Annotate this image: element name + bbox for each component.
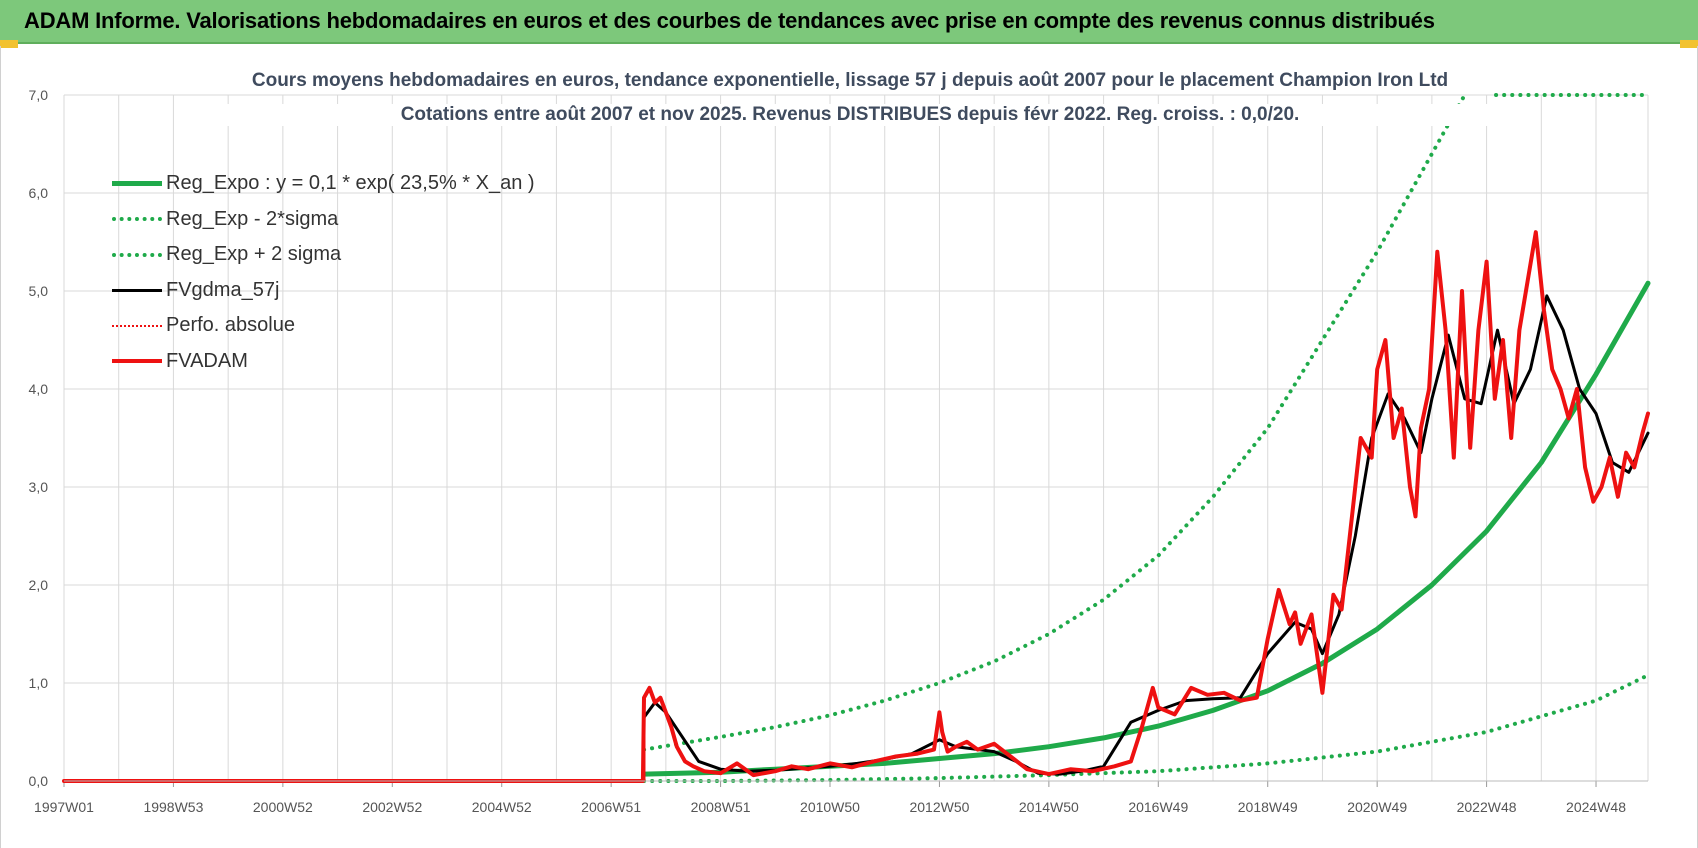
legend-item-reg-exp-minus[interactable]: Reg_Exp - 2*sigma — [112, 202, 535, 238]
legend-swatch-reg-exp-plus — [112, 252, 162, 257]
x-tick-label: 2018W49 — [1238, 799, 1298, 815]
corner-marker-left — [0, 40, 18, 48]
x-tick-label: 2004W52 — [472, 799, 532, 815]
report-header: ADAM Informe. Valorisations hebdomadaire… — [0, 0, 1698, 44]
x-tick-label: 1997W01 — [34, 799, 94, 815]
chart-title-line1: Cours moyens hebdomadaires en euros, ten… — [200, 70, 1500, 92]
y-tick-label: 3,0 — [29, 479, 49, 495]
legend-swatch-perfo — [112, 324, 162, 327]
legend-swatch-reg-exp-minus — [112, 217, 162, 222]
legend-swatch-reg-expo — [112, 181, 162, 187]
x-tick-label: 2012W50 — [909, 799, 969, 815]
legend-item-reg-expo[interactable]: Reg_Expo : y = 0,1 * exp( 23,5% * X_an ) — [112, 166, 535, 202]
x-tick-label: 2022W48 — [1457, 799, 1517, 815]
legend-label-reg-exp-minus: Reg_Exp - 2*sigma — [166, 207, 339, 230]
series-reg-expo — [641, 280, 1651, 777]
y-tick-label: 0,0 — [29, 773, 49, 789]
series-reg-exp-minus — [642, 673, 1650, 783]
y-tick-label: 6,0 — [29, 185, 49, 201]
x-tick-label: 2024W48 — [1566, 799, 1626, 815]
y-tick-label: 7,0 — [29, 87, 49, 103]
legend-item-reg-exp-plus[interactable]: Reg_Exp + 2 sigma — [112, 237, 535, 273]
y-axis-ticks: 0,0 1,0 2,0 3,0 4,0 5,0 6,0 7,0 — [29, 87, 49, 789]
legend-item-fvgdma[interactable]: FVgdma_57j — [112, 273, 535, 309]
legend-swatch-fvadam — [112, 359, 162, 364]
legend-label-fvgdma: FVgdma_57j — [166, 278, 280, 301]
legend-label-reg-exp-plus: Reg_Exp + 2 sigma — [166, 243, 342, 266]
chart-title-line2: Cotations entre août 2007 et nov 2025. R… — [200, 104, 1500, 126]
y-tick-label: 2,0 — [29, 577, 49, 593]
x-tick-label: 2002W52 — [362, 799, 422, 815]
x-tick-label: 2006W51 — [581, 799, 641, 815]
legend-label-reg-expo: Reg_Expo : y = 0,1 * exp( 23,5% * X_an ) — [166, 172, 535, 195]
x-tick-label: 2016W49 — [1128, 799, 1188, 815]
report-title: ADAM Informe. Valorisations hebdomadaire… — [24, 8, 1435, 33]
corner-marker-right — [1680, 40, 1698, 48]
y-tick-label: 1,0 — [29, 675, 49, 691]
legend-label-fvadam: FVADAM — [166, 349, 248, 372]
x-tick-label: 2010W50 — [800, 799, 860, 815]
y-tick-label: 4,0 — [29, 381, 49, 397]
chart-legend: Reg_Expo : y = 0,1 * exp( 23,5% * X_an )… — [112, 166, 535, 379]
chart-series — [62, 93, 1651, 783]
series-fvadam — [62, 230, 1650, 783]
chart-gridlines — [63, 94, 1649, 782]
x-tick-label: 2014W50 — [1019, 799, 1079, 815]
x-tick-label: 2008W51 — [691, 799, 751, 815]
y-tick-label: 5,0 — [29, 283, 49, 299]
series-reg-exp-plus — [642, 93, 1467, 752]
legend-label-perfo: Perfo. absolue — [166, 314, 295, 337]
x-tick-label: 2020W49 — [1347, 799, 1407, 815]
x-axis-ticks: 1997W01 1998W53 2000W52 2002W52 2004W52 2006W… — [34, 781, 1626, 815]
x-tick-label: 1998W53 — [143, 799, 203, 815]
x-tick-label: 2000W52 — [253, 799, 313, 815]
legend-item-perfo[interactable]: Perfo. absolue — [112, 308, 535, 344]
legend-item-fvadam[interactable]: FVADAM — [112, 344, 535, 380]
legend-swatch-fvgdma — [112, 288, 162, 292]
